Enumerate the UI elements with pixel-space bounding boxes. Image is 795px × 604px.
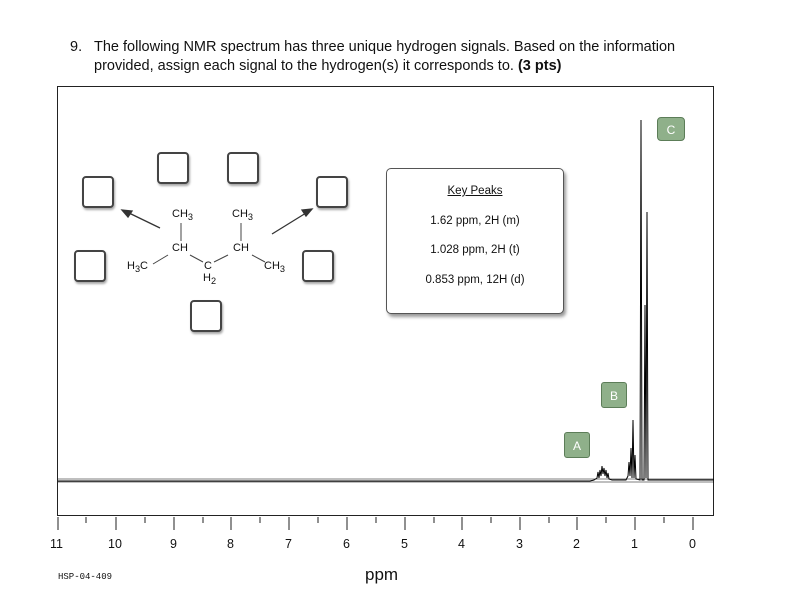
key-peaks-box: Key Peaks 1.62 ppm, 2H (m) 1.028 ppm, 2H…: [386, 168, 564, 314]
spectrum-code: HSP-04-409: [58, 572, 113, 582]
tick-label: 1: [631, 537, 638, 551]
pointer-arrows: [120, 208, 314, 235]
answer-box-left-bottom[interactable]: [74, 250, 106, 282]
answer-box-ch3-left[interactable]: [157, 152, 189, 184]
key-peak-row: 1.028 ppm, 2H (t): [430, 244, 520, 256]
answer-box-ch3-right[interactable]: [227, 152, 259, 184]
label-ch3-right: CH3: [264, 260, 285, 275]
baseline-noise: [58, 478, 714, 483]
question-body: The following NMR spectrum has three uni…: [94, 38, 764, 76]
key-peak-row: 0.853 ppm, 12H (d): [425, 274, 525, 286]
molecule-bonds: [152, 223, 266, 265]
tick-label: 11: [50, 537, 63, 551]
question-number: 9.: [70, 39, 83, 55]
tick-label: 6: [343, 537, 350, 551]
tick-label: 4: [458, 537, 465, 551]
answer-box-ch2[interactable]: [190, 300, 222, 332]
label-h2-center: H2: [203, 272, 217, 287]
tick-label: 8: [227, 537, 234, 551]
tick-label: 3: [516, 537, 523, 551]
tick-label: 2: [573, 537, 580, 551]
spectrum-baseline: [58, 119, 714, 482]
label-h3c-left: H3C: [127, 260, 148, 275]
question-points: (3 pts): [517, 58, 562, 74]
question-line1: The following NMR spectrum has three uni…: [94, 39, 676, 55]
tick-label: 9: [170, 537, 177, 551]
answer-box-left-top[interactable]: [82, 176, 114, 208]
label-ch-left: CH: [172, 242, 188, 254]
tick-label: 10: [108, 537, 122, 551]
label-ch-right: CH: [233, 242, 249, 254]
peak-label-b: B: [601, 382, 627, 408]
peak-label-c: C: [657, 117, 685, 141]
label-c-center: C: [204, 260, 212, 272]
axis-ticks: [57, 517, 694, 530]
tick-label: 7: [285, 537, 292, 551]
axis-unit-label: ppm: [365, 565, 399, 584]
key-peaks-title: Key Peaks: [447, 185, 503, 197]
key-peak-row: 1.62 ppm, 2H (m): [430, 215, 520, 227]
answer-box-right-bottom[interactable]: [302, 250, 334, 282]
tick-label: 5: [401, 537, 408, 551]
answer-box-right-top[interactable]: [316, 176, 348, 208]
spectrum-frame: [57, 86, 714, 516]
question-line2: provided, assign each signal to the hydr…: [94, 58, 514, 74]
peak-label-a: A: [564, 432, 590, 458]
tick-label: 0: [689, 537, 696, 551]
label-ch3-top-right: CH3: [232, 208, 253, 223]
label-ch3-top-left: CH3: [172, 208, 193, 223]
